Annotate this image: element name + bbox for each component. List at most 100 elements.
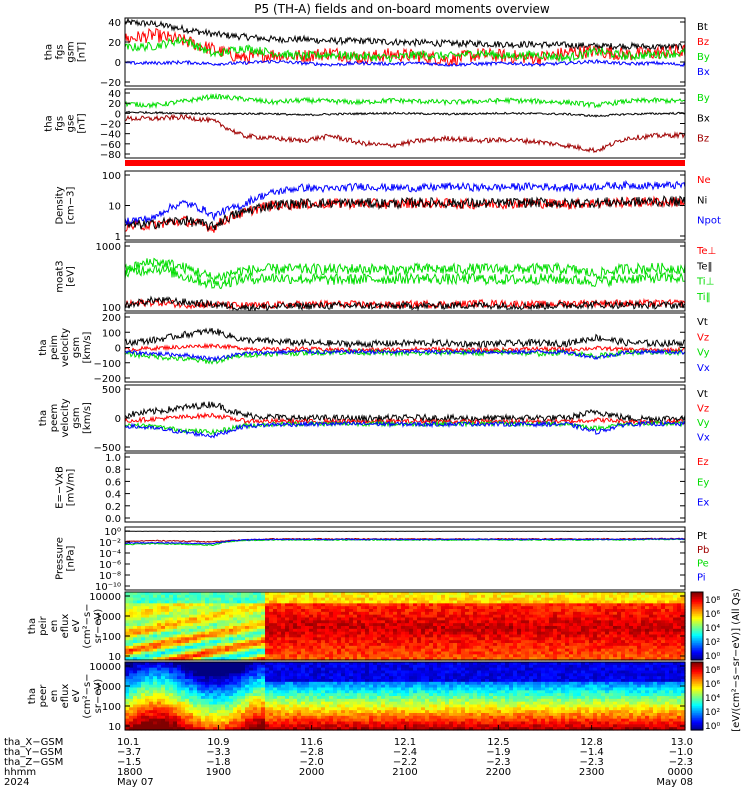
- heat-cell: [277, 687, 282, 691]
- heat-cell: [217, 704, 222, 708]
- heat-cell: [477, 617, 482, 621]
- heat-cell: [573, 654, 578, 658]
- heat-cell: [609, 654, 614, 658]
- heat-cell: [165, 662, 170, 666]
- heat-cell: [321, 684, 326, 689]
- heat-cell: [133, 643, 138, 647]
- series-line-Vz: [125, 342, 685, 354]
- heat-cell: [597, 611, 602, 616]
- heat-cell: [201, 614, 206, 619]
- heat-cell: [153, 628, 158, 633]
- heat-cell: [657, 651, 662, 655]
- heat-cell: [197, 606, 202, 610]
- heat-cell: [373, 631, 378, 636]
- heat-cell: [169, 715, 174, 720]
- heat-cell: [165, 640, 170, 644]
- heat-cell: [293, 648, 298, 653]
- heat-cell: [289, 617, 294, 621]
- heat-cell: [337, 679, 342, 683]
- heat-cell: [669, 592, 674, 596]
- heat-cell: [145, 606, 150, 610]
- heat-cell: [433, 594, 438, 599]
- heat-cell: [253, 690, 258, 694]
- heat-cell: [129, 676, 134, 680]
- heat-cell: [413, 626, 418, 630]
- heat-cell: [261, 614, 266, 619]
- heat-cell: [141, 721, 146, 725]
- heat-cell: [317, 657, 322, 661]
- heat-cell: [517, 643, 522, 647]
- heat-cell: [489, 609, 494, 613]
- heat-cell: [309, 654, 314, 658]
- heat-cell: [257, 670, 262, 674]
- heat-cell: [141, 687, 146, 691]
- heat-cell: [253, 597, 258, 602]
- heat-cell: [321, 651, 326, 655]
- heat-cell: [269, 701, 274, 706]
- heat-cell: [169, 667, 174, 672]
- heat-cell: [441, 597, 446, 602]
- heat-cell: [557, 600, 562, 604]
- heat-cell: [481, 597, 486, 602]
- heat-cell: [573, 643, 578, 647]
- heat-cell: [321, 696, 326, 700]
- heat-cell: [133, 701, 138, 706]
- heat-cell: [289, 654, 294, 658]
- heat-cell: [565, 634, 570, 638]
- heat-cell: [197, 614, 202, 619]
- heat-cell: [201, 620, 206, 624]
- ytick-label: 40: [108, 18, 121, 29]
- heat-cell: [557, 592, 562, 596]
- heat-cell: [309, 713, 314, 717]
- heat-cell: [593, 657, 598, 661]
- heat-cell: [513, 620, 518, 624]
- heat-cell: [381, 657, 386, 661]
- heat-cell: [677, 617, 682, 621]
- heat-cell: [165, 611, 170, 616]
- heat-cell: [305, 614, 310, 619]
- heat-cell: [297, 654, 302, 658]
- heat-cell: [137, 721, 142, 725]
- ytick-label: −40: [100, 130, 121, 141]
- heat-cell: [429, 628, 434, 633]
- heat-cell: [313, 592, 318, 596]
- heat-cell: [321, 704, 326, 708]
- heat-cell: [373, 643, 378, 647]
- heat-cell: [141, 643, 146, 647]
- heat-cell: [197, 640, 202, 644]
- heat-cell: [485, 600, 490, 604]
- heat-cell: [213, 676, 218, 680]
- heat-cell: [637, 614, 642, 619]
- heat-cell: [437, 609, 442, 613]
- heat-cell: [149, 715, 154, 720]
- heat-cell: [493, 594, 498, 599]
- heat-cell: [177, 693, 182, 697]
- heat-cell: [289, 727, 294, 731]
- heat-cell: [125, 617, 130, 621]
- heat-cell: [401, 623, 406, 627]
- heat-cell: [281, 651, 286, 655]
- heat-cell: [329, 667, 334, 672]
- heat-cell: [429, 611, 434, 616]
- heat-cell: [437, 645, 442, 650]
- heat-cell: [557, 594, 562, 599]
- heat-cell: [581, 628, 586, 633]
- heat-cell: [305, 701, 310, 706]
- heat-cell: [653, 603, 658, 607]
- heat-cell: [293, 645, 298, 650]
- heat-cell: [385, 603, 390, 607]
- heat-cell: [257, 592, 262, 596]
- heat-cell: [641, 594, 646, 599]
- heat-cell: [409, 643, 414, 647]
- ylabel-group-5: tha peem velocity gsm [km/s]: [38, 398, 93, 437]
- heat-cell: [509, 600, 514, 604]
- heat-cell: [333, 606, 338, 610]
- heat-cell: [453, 631, 458, 636]
- heat-cell: [153, 592, 158, 596]
- heat-cell: [453, 597, 458, 602]
- heat-cell: [321, 634, 326, 638]
- heat-cell: [481, 637, 486, 641]
- heat-cell: [333, 640, 338, 644]
- heat-cell: [361, 634, 366, 638]
- heat-cell: [277, 676, 282, 680]
